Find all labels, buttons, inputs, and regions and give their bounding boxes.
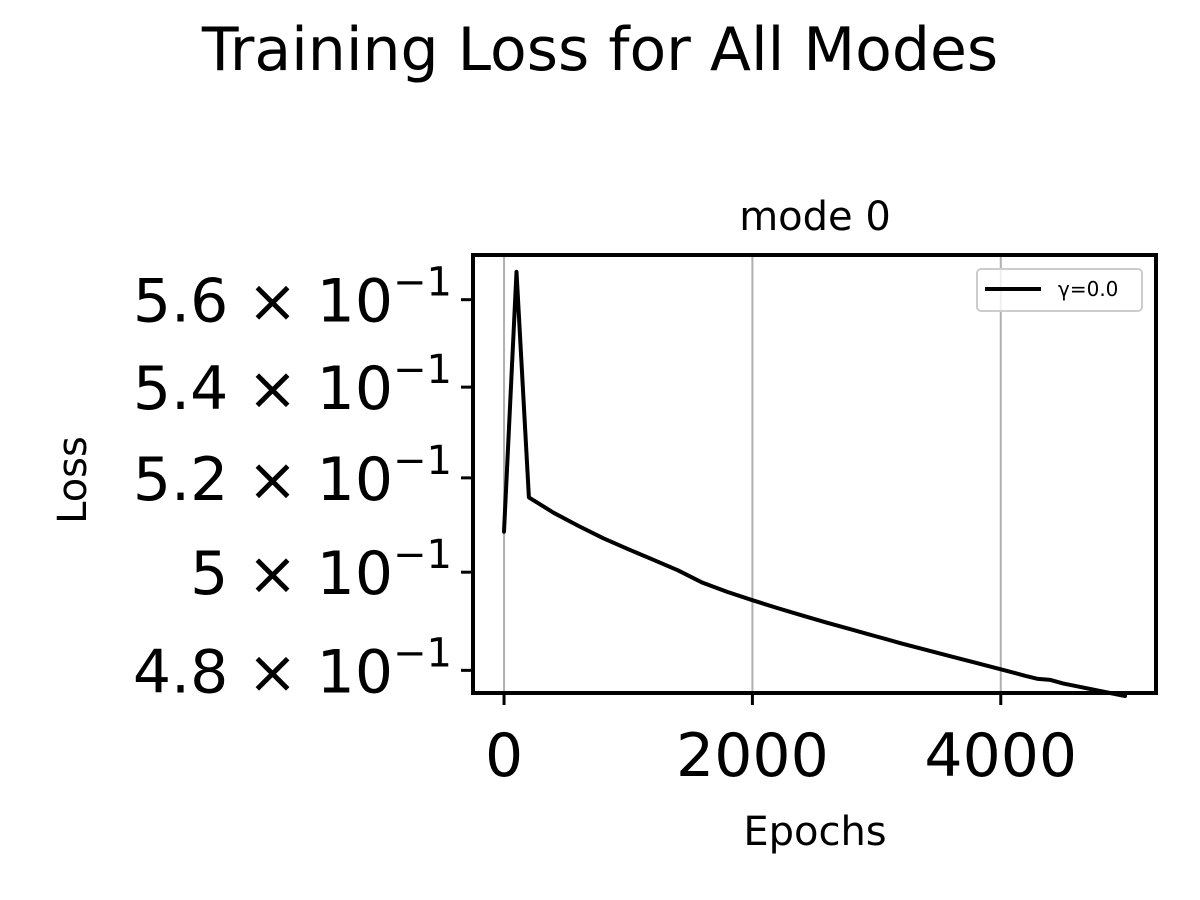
- y-tick-mantissa: 4.8: [133, 637, 228, 707]
- x-ticks: 0 2000 4000: [485, 693, 1077, 791]
- y-ticks: 5.6 × 10−1 5.4 × 10−1 5.2 × 10−1 5 × 10−1 4.…: [133, 260, 473, 707]
- y-tick-exponent: −1: [393, 630, 452, 676]
- axes-title: mode 0: [739, 194, 891, 240]
- y-tick-label: 5.6 × 10−1: [133, 260, 452, 337]
- x-axis-label: Epochs: [743, 809, 886, 855]
- y-tick-mantissa: 5.6: [133, 267, 228, 337]
- legend: γ=0.0: [976, 268, 1143, 312]
- y-tick-mantissa: 5.4: [133, 354, 228, 424]
- chart-suptitle: Training Loss for All Modes: [201, 15, 998, 85]
- y-tick-label: 4.8 × 10−1: [133, 630, 452, 707]
- plot-series: [502, 269, 1127, 698]
- y-tick-label: 5 × 10−1: [190, 532, 452, 609]
- x-tick-label: 2000: [676, 721, 829, 791]
- y-tick-exponent: −1: [393, 532, 452, 578]
- y-tick-mantissa: 5.2: [133, 445, 228, 515]
- y-tick-exponent: −1: [393, 347, 452, 393]
- grid-lines: [503, 255, 1002, 693]
- y-tick-base: 10: [317, 539, 393, 609]
- x-tick-label: 4000: [924, 721, 1077, 791]
- y-tick-exponent: −1: [393, 260, 452, 306]
- y-axis-label: Loss: [50, 436, 96, 524]
- axes-frame: [471, 253, 1158, 695]
- y-tick-base: 10: [317, 354, 393, 424]
- legend-entry-label: γ=0.0: [1058, 277, 1118, 301]
- y-tick-label: 5.2 × 10−1: [133, 438, 452, 515]
- y-tick-base: 10: [317, 637, 393, 707]
- y-tick-base: 10: [317, 267, 393, 337]
- legend-box: [976, 268, 1143, 312]
- y-tick-label: 5.4 × 10−1: [133, 347, 452, 424]
- x-tick-label: 0: [485, 721, 523, 791]
- y-tick-exponent: −1: [393, 438, 452, 484]
- y-tick-base: 10: [317, 445, 393, 515]
- y-tick-mantissa: 5: [190, 539, 228, 609]
- series-line: [502, 269, 1127, 698]
